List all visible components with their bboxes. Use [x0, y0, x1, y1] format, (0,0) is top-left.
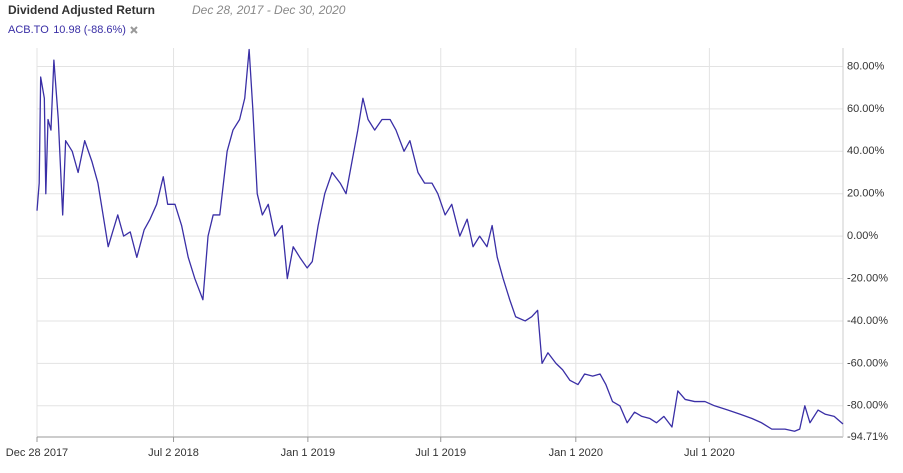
legend-name[interactable]: ACB.TO	[8, 24, 49, 36]
legend-value: 10.98 (-88.6%)	[53, 24, 126, 36]
x-tick-label: Jul 1 2019	[415, 447, 466, 459]
y-tick-label: -94.71%	[847, 431, 888, 443]
chart-title: Dividend Adjusted Return	[8, 3, 155, 17]
x-tick-label: Jul 1 2020	[684, 447, 735, 459]
y-tick-label: 0.00%	[847, 230, 878, 242]
legend-remove[interactable]	[130, 26, 138, 34]
x-tick-label: Jan 1 2020	[549, 447, 603, 459]
y-tick-label: -20.00%	[847, 272, 888, 284]
y-tick-label: -60.00%	[847, 357, 888, 369]
y-tick-label: 80.00%	[847, 60, 885, 72]
y-tick-label: 60.00%	[847, 103, 885, 115]
grid	[36, 48, 843, 438]
x-tick-label: Jan 1 2019	[281, 447, 335, 459]
x-tick-label: Dec 28 2017	[6, 447, 68, 459]
legend: ACB.TO 10.98 (-88.6%)	[8, 24, 138, 36]
y-tick-label: 40.00%	[847, 145, 885, 157]
y-tick-label: -80.00%	[847, 400, 888, 412]
x-tick-label: Jul 2 2018	[148, 447, 199, 459]
line-series	[36, 48, 844, 432]
chart-subtitle: Dec 28, 2017 - Dec 30, 2020	[192, 3, 346, 17]
y-tick-label: -40.00%	[847, 315, 888, 327]
y-tick-label: 20.00%	[847, 188, 885, 200]
